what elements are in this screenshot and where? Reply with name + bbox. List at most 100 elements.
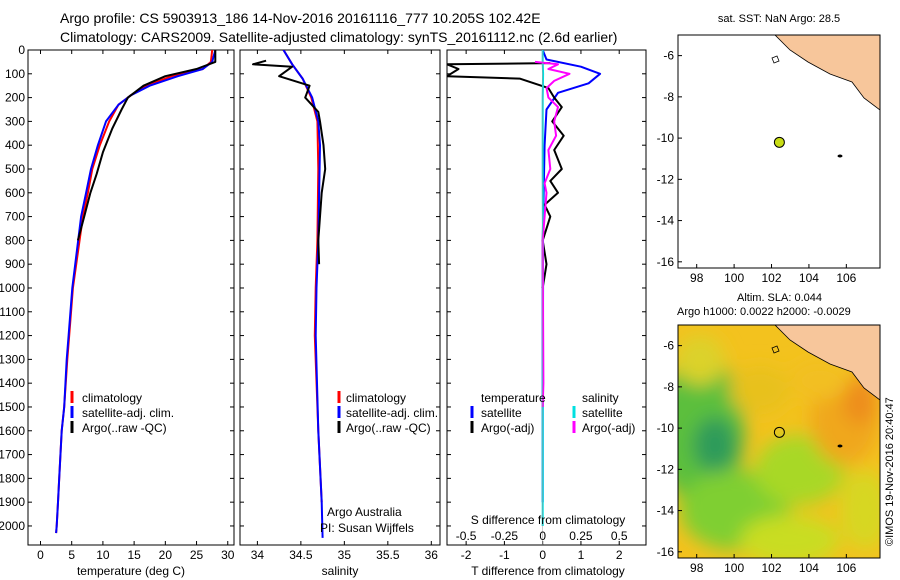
top-x-tick-label: 0.5 xyxy=(611,529,628,543)
y-tick-label: 1000 xyxy=(0,281,25,295)
y-tick-label: 900 xyxy=(5,257,25,271)
y-tick-label: 500 xyxy=(5,162,25,176)
header-line1: Argo profile: CS 5903913_186 14-Nov-2016… xyxy=(60,10,541,26)
y-tick-label: 0 xyxy=(18,43,25,57)
top-x-tick-label: 0.25 xyxy=(569,529,593,543)
sla-map-subtitle: Argo h1000: 0.0022 h2000: -0.0029 xyxy=(677,306,851,318)
series-line-satellite-adj-clim xyxy=(55,50,217,534)
sla-map-title: Altim. SLA: 0.044 xyxy=(737,292,822,304)
y-tick-label: 2000 xyxy=(0,519,25,533)
difference-xlabel-top: S difference from climatology xyxy=(471,513,626,527)
header-line2: Climatology: CARS2009. Satellite-adjuste… xyxy=(60,29,617,45)
temperature-panel: 0100200300400500600700800900100011001200… xyxy=(0,43,235,578)
salinity-panel: 34 34.5 35 35.5 36 salinity climatology sate… xyxy=(239,49,441,578)
map-y-tick-label: -6 xyxy=(663,49,674,63)
map-y-tick-label: -10 xyxy=(657,131,675,145)
enggano-island xyxy=(771,55,780,64)
y-tick-label: 1400 xyxy=(0,376,25,390)
map-y-tick-label: -8 xyxy=(663,90,674,104)
sla-field xyxy=(678,335,880,558)
map-y-tick-label: -14 xyxy=(657,214,675,228)
legend-label-argo: Argo(..raw -QC) xyxy=(82,421,167,435)
legend-label-climatology: climatology xyxy=(346,391,406,405)
legend-label-argo: Argo(..raw -QC) xyxy=(346,421,431,435)
y-tick-label: 700 xyxy=(5,210,25,224)
series-line-satellite-adj-clim xyxy=(282,50,324,538)
map-y-tick-label: -16 xyxy=(657,545,675,559)
y-tick-label: 1800 xyxy=(0,471,25,485)
legend-label-climatology: climatology xyxy=(82,391,142,405)
y-tick-label: 300 xyxy=(5,114,25,128)
x-tick-label: 35 xyxy=(338,548,352,562)
y-tick-label: 1200 xyxy=(0,329,25,343)
y-tick-label: 1700 xyxy=(0,448,25,462)
x-tick-label: 0 xyxy=(37,548,44,562)
series-line-salinity-argo-adj xyxy=(534,60,571,408)
map-y-tick-label: -12 xyxy=(657,172,675,186)
x-tick-label: 15 xyxy=(127,548,141,562)
sst-map-frame xyxy=(677,34,881,269)
y-tick-label: 1100 xyxy=(0,305,25,319)
map-y-tick-label: -14 xyxy=(657,504,675,518)
y-tick-label: 100 xyxy=(5,67,25,81)
x-tick-label: 10 xyxy=(96,548,110,562)
salinity-footer-line2: PI: Susan Wijffels xyxy=(320,521,414,535)
x-tick-label: 30 xyxy=(221,548,235,562)
x-tick-label: 34 xyxy=(251,548,265,562)
credit-text: ©IMOS 19-Nov-2016 20:40:47 xyxy=(884,397,896,546)
map-x-tick-label: 106 xyxy=(836,271,856,285)
map-x-tick-label: 104 xyxy=(799,271,819,285)
map-y-tick-label: -12 xyxy=(657,462,675,476)
y-tick-label: 400 xyxy=(5,138,25,152)
series-line-temperature-argo-adj xyxy=(447,62,565,289)
legend-title-temperature: temperature xyxy=(481,391,546,405)
map-y-tick-label: -10 xyxy=(657,421,675,435)
y-tick-label: 200 xyxy=(5,91,25,105)
salinity-plot-frame xyxy=(239,49,441,546)
map-y-tick-label: -6 xyxy=(663,339,674,353)
x-tick-label: 2 xyxy=(616,548,623,562)
map-x-tick-label: 98 xyxy=(690,271,704,285)
temperature-legend: climatology satellite-adj. clim. Argo(..… xyxy=(70,391,174,435)
sumatra-land xyxy=(774,35,880,111)
x-tick-label: 0 xyxy=(539,548,546,562)
x-tick-label: 34.5 xyxy=(289,548,313,562)
enggano-island-2 xyxy=(771,345,780,354)
map-x-tick-label: 102 xyxy=(762,561,782,575)
salinity-legend: climatology satellite-adj. clim. Argo(..… xyxy=(337,391,438,435)
series-line-argo-raw-qc xyxy=(76,50,217,241)
salinity-footer-line1: Argo Australia xyxy=(327,505,402,519)
sst-map-title: sat. SST: NaN Argo: 28.5 xyxy=(718,13,840,25)
map-x-tick-label: 102 xyxy=(762,271,782,285)
christmas-island-2 xyxy=(837,444,843,448)
x-tick-label: 1 xyxy=(578,548,585,562)
x-tick-label: 5 xyxy=(68,548,75,562)
sla-map-frame xyxy=(677,324,881,559)
map-x-tick-label: 104 xyxy=(799,561,819,575)
x-tick-label: 35.5 xyxy=(376,548,400,562)
top-x-tick-label: -0.25 xyxy=(491,529,519,543)
map-y-tick-label: -8 xyxy=(663,380,674,394)
y-tick-label: 1600 xyxy=(0,424,25,438)
map-x-tick-label: 98 xyxy=(690,561,704,575)
y-tick-label: 1500 xyxy=(0,400,25,414)
x-tick-label: 25 xyxy=(190,548,204,562)
x-tick-label: -1 xyxy=(499,548,510,562)
difference-plot-frame xyxy=(446,49,647,546)
y-tick-label: 600 xyxy=(5,186,25,200)
sumatra-land-2 xyxy=(774,325,880,401)
y-tick-label: 1900 xyxy=(0,495,25,509)
legend-label-sal-satellite: satellite xyxy=(582,406,623,420)
sst-map-panel: sat. SST: NaN Argo: 28.5 98 100 102 104 106 -… xyxy=(657,13,881,285)
y-tick-label: 1300 xyxy=(0,352,25,366)
map-x-tick-label: 100 xyxy=(724,271,744,285)
legend-label-sal-argo: Argo(-adj) xyxy=(582,421,635,435)
map-y-tick-label: -16 xyxy=(657,255,675,269)
series-line-climatology xyxy=(55,50,214,534)
temperature-plot-frame xyxy=(27,49,235,546)
legend-label-satellite: satellite-adj. clim. xyxy=(346,406,438,420)
y-tick-label: 800 xyxy=(5,233,25,247)
top-x-tick-label: -0.5 xyxy=(456,529,477,543)
sla-map-panel: Altim. SLA: 0.044 Argo h1000: 0.0022 h20… xyxy=(657,292,881,575)
argo-float-marker xyxy=(773,426,785,438)
